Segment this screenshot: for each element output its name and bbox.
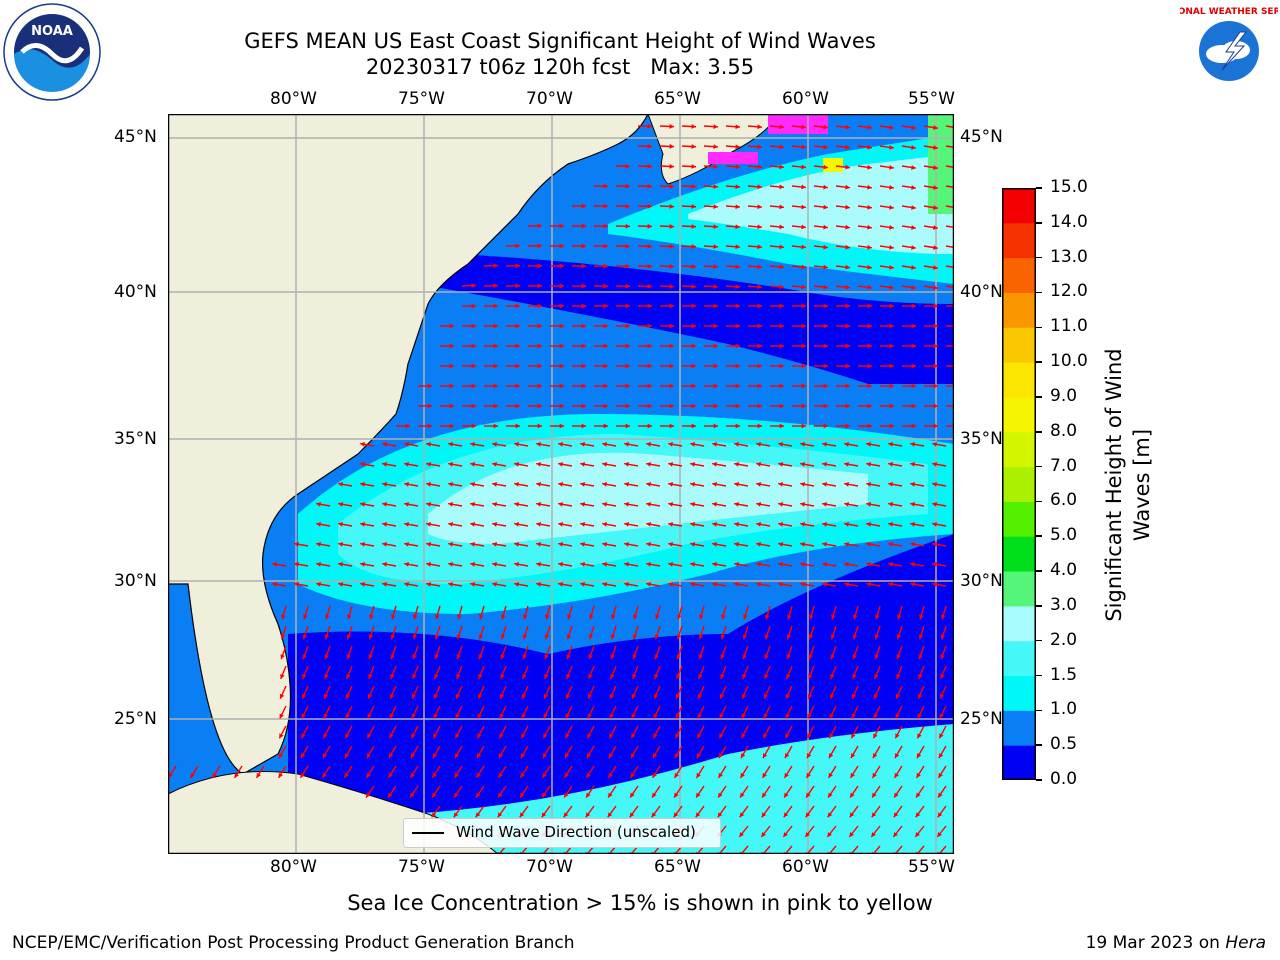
colorbar-bin	[1002, 292, 1036, 328]
lon-label-bottom: 80°W	[270, 857, 317, 877]
lon-label-bottom: 75°W	[398, 857, 445, 877]
colorbar-tick-mark	[1036, 396, 1042, 398]
colorbar-tick-mark	[1036, 187, 1042, 189]
lon-label-bottom: 65°W	[654, 857, 701, 877]
lat-label-left: 30°N	[114, 571, 157, 591]
colorbar-tick-label: 6.0	[1050, 490, 1078, 511]
colorbar-tick-mark	[1036, 744, 1042, 746]
colorbar-tick-label: 11.0	[1050, 316, 1088, 337]
lat-label-right: 45°N	[960, 127, 1003, 147]
footer-right: 19 Mar 2023 on Hera	[1086, 933, 1266, 953]
colorbar-tick-label: 10.0	[1050, 351, 1088, 372]
legend-label: Wind Wave Direction (unscaled)	[456, 823, 696, 841]
colorbar-bin	[1002, 466, 1036, 502]
svg-text:NATIONAL WEATHER SERVICE: NATIONAL WEATHER SERVICE	[1180, 7, 1278, 17]
colorbar-ticks: 0.0 0.5 1.0 1.5 2.0 3.0 4.0 5.0 6.0 7.0 8.0 9.0 10.0…	[1036, 177, 1096, 789]
lat-label-left: 25°N	[114, 709, 157, 729]
chart-subtitle: 20230317 t06z 120h fcst Max: 3.55	[365, 55, 755, 79]
footer-host: Hera	[1225, 933, 1266, 953]
lon-label-bottom: 70°W	[526, 857, 573, 877]
colorbar-bin	[1002, 536, 1036, 572]
colorbar-tick-label: 1.0	[1050, 699, 1078, 720]
colorbar-tick-mark	[1036, 431, 1042, 433]
nws-logo-icon: NATIONAL WEATHER SERVICE	[1154, 2, 1280, 100]
colorbar-bin	[1002, 745, 1036, 781]
colorbar-tick-mark	[1036, 570, 1042, 572]
colorbar-tick-mark	[1036, 361, 1042, 363]
colorbar-bin	[1002, 257, 1036, 293]
colorbar-bin	[1002, 675, 1036, 711]
colorbar-tick-label: 0.5	[1050, 734, 1078, 755]
lat-label-right: 25°N	[960, 709, 1003, 729]
map-panel	[167, 113, 955, 855]
sea-ice-note: Sea Ice Concentration > 15% is shown in …	[347, 891, 933, 915]
colorbar-tick-label: 7.0	[1050, 455, 1078, 476]
colorbar-tick-label: 0.0	[1050, 769, 1078, 789]
colorbar-bin	[1002, 571, 1036, 607]
noaa-logo-icon: NOAA	[2, 2, 102, 102]
lon-label-top: 60°W	[782, 89, 829, 109]
svg-text:NOAA: NOAA	[31, 24, 73, 39]
lat-label-left: 45°N	[114, 127, 157, 147]
colorbar-tick-label: 8.0	[1050, 420, 1078, 441]
chart-title: GEFS MEAN US East Coast Significant Heig…	[244, 29, 876, 53]
colorbar-bin	[1002, 222, 1036, 259]
colorbar-bin	[1002, 431, 1036, 468]
lat-label-left: 35°N	[114, 429, 157, 449]
us-coastline	[168, 114, 649, 775]
colorbar-bin	[1002, 362, 1036, 398]
colorbar-tick-mark	[1036, 256, 1042, 259]
colorbar-tick-label: 5.0	[1050, 525, 1078, 546]
lon-label-bottom: 60°W	[782, 857, 829, 877]
colorbar-tick-mark	[1036, 639, 1042, 642]
lat-label-right: 30°N	[960, 571, 1003, 591]
colorbar-tick-mark	[1036, 291, 1042, 294]
lon-label-bottom: 55°W	[908, 857, 955, 877]
lon-label-top: 70°W	[526, 89, 573, 109]
colorbar-bin	[1002, 710, 1036, 746]
colorbar-tick-mark	[1036, 535, 1042, 537]
colorbar-tick-mark	[1036, 605, 1042, 607]
colorbar-bin	[1002, 605, 1036, 642]
colorbar	[1002, 188, 1036, 781]
footer-left: NCEP/EMC/Verification Post Processing Pr…	[12, 933, 575, 953]
lat-label-right: 40°N	[960, 282, 1003, 302]
colorbar-tick-label: 15.0	[1050, 177, 1088, 197]
colorbar-tick-label: 12.0	[1050, 281, 1088, 302]
colorbar-tick-mark	[1036, 222, 1042, 224]
map-legend: Wind Wave Direction (unscaled)	[403, 818, 721, 848]
wind-wave-arrows	[168, 123, 954, 854]
colorbar-bin	[1002, 640, 1036, 677]
lon-label-top: 80°W	[270, 89, 317, 109]
colorbar-tick-mark	[1036, 465, 1042, 468]
footer-date: 19 Mar 2023 on	[1085, 933, 1226, 953]
colorbar-tick-mark	[1036, 500, 1042, 503]
colorbar-bin	[1002, 327, 1036, 363]
colorbar-label: Significant Height of Wind Waves [m]	[1102, 348, 1154, 622]
lon-label-top: 65°W	[654, 89, 701, 109]
lon-label-top: 75°W	[398, 89, 445, 109]
colorbar-tick-mark	[1036, 326, 1042, 329]
colorbar-tick-label: 4.0	[1050, 560, 1078, 581]
colorbar-tick-label: 1.5	[1050, 664, 1078, 685]
colorbar-bin	[1002, 396, 1036, 433]
colorbar-tick-label: 9.0	[1050, 385, 1078, 406]
colorbar-tick-label: 13.0	[1050, 246, 1088, 267]
lat-label-left: 40°N	[114, 282, 157, 302]
colorbar-tick-mark	[1036, 709, 1042, 712]
colorbar-tick-label: 3.0	[1050, 594, 1078, 615]
colorbar-tick-label: 2.0	[1050, 629, 1078, 650]
legend-line-icon	[412, 832, 444, 834]
colorbar-bin	[1002, 501, 1036, 537]
colorbar-tick-mark	[1036, 674, 1042, 677]
colorbar-tick-label: 14.0	[1050, 211, 1088, 232]
colorbar-bin	[1002, 188, 1036, 224]
lon-label-top: 55°W	[908, 89, 955, 109]
lat-label-right: 35°N	[960, 429, 1003, 449]
colorbar-tick-mark	[1036, 779, 1042, 781]
